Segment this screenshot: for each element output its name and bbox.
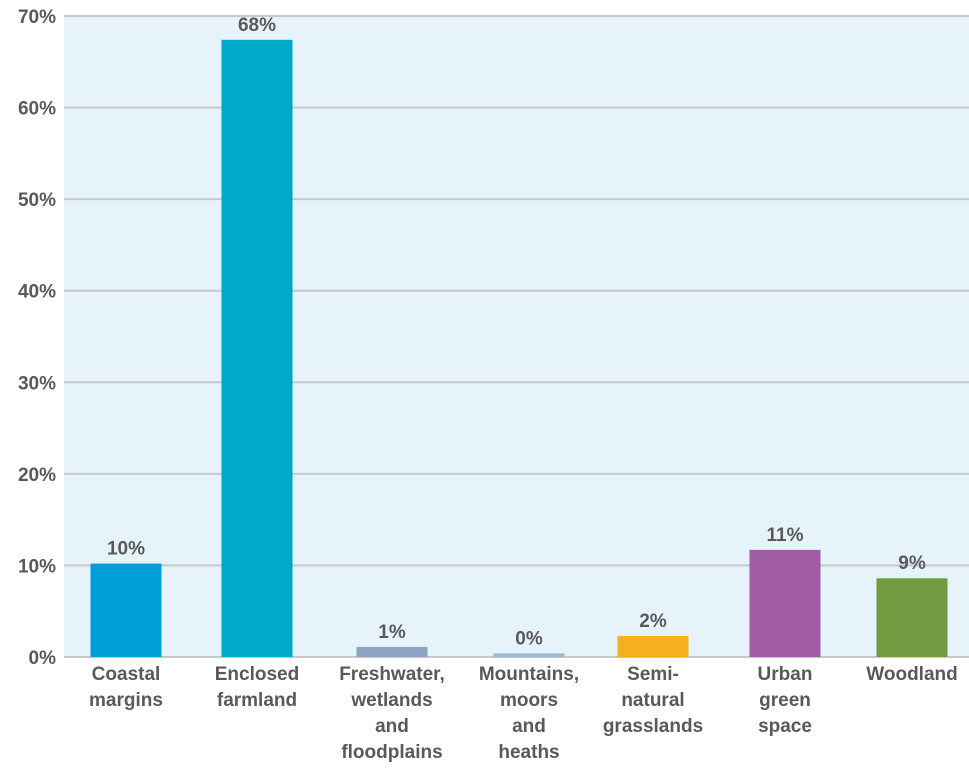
x-category-label: Mountains, moors and heaths: [479, 664, 579, 763]
bar: [90, 563, 162, 657]
data-label: 1%: [378, 622, 406, 643]
plot-background: [64, 16, 969, 657]
bar: [221, 39, 293, 657]
data-label: 11%: [767, 525, 804, 546]
x-category-label: Freshwater, wetlands and floodplains: [339, 664, 445, 763]
y-tick-label: 70%: [18, 7, 56, 28]
x-category-label: Enclosed farmland: [215, 664, 299, 711]
y-tick-label: 50%: [18, 190, 56, 211]
data-label: 9%: [898, 553, 926, 574]
y-tick-label: 10%: [18, 556, 56, 577]
y-tick-label: 30%: [18, 373, 56, 394]
data-label: 10%: [107, 539, 145, 560]
y-tick-label: 0%: [29, 648, 57, 669]
bar: [356, 646, 428, 657]
bar: [617, 635, 689, 657]
y-tick-label: 20%: [18, 465, 56, 486]
x-category-label: Semi-natural grasslands: [603, 664, 703, 737]
y-axis-ticks: 0% 10% 20% 30% 40% 50% 60% 70%: [18, 7, 56, 669]
x-category-label: Urban green space: [758, 664, 813, 737]
data-label: 2%: [639, 611, 667, 632]
data-label: 0%: [515, 628, 543, 649]
bar: [493, 653, 565, 657]
gridlines: [64, 15, 969, 658]
x-category-label: Coastal margins: [89, 664, 163, 711]
data-labels: 10% 68% 1% 0% 2% 11% 9%: [107, 15, 926, 650]
bars: [90, 39, 948, 657]
data-label: 68%: [238, 15, 276, 36]
y-tick-label: 60%: [18, 99, 56, 120]
bar: [876, 578, 948, 657]
x-category-label: Woodland: [866, 664, 957, 685]
y-tick-label: 40%: [18, 282, 56, 303]
bar: [749, 549, 821, 657]
x-axis-labels: Coastal margins Enclosed farmland Freshwater…: [89, 664, 958, 763]
